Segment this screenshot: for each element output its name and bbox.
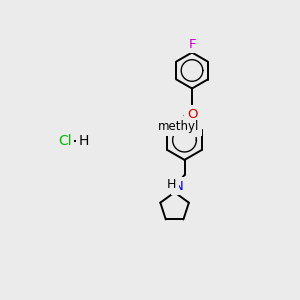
Text: O: O [185,122,196,135]
Text: Cl: Cl [175,121,188,134]
Text: Cl: Cl [58,134,72,148]
Text: F: F [188,38,196,51]
Text: methyl: methyl [158,120,200,133]
Text: H: H [79,134,89,148]
Text: O: O [187,108,197,121]
Text: H: H [167,178,177,191]
Text: N: N [174,180,184,193]
